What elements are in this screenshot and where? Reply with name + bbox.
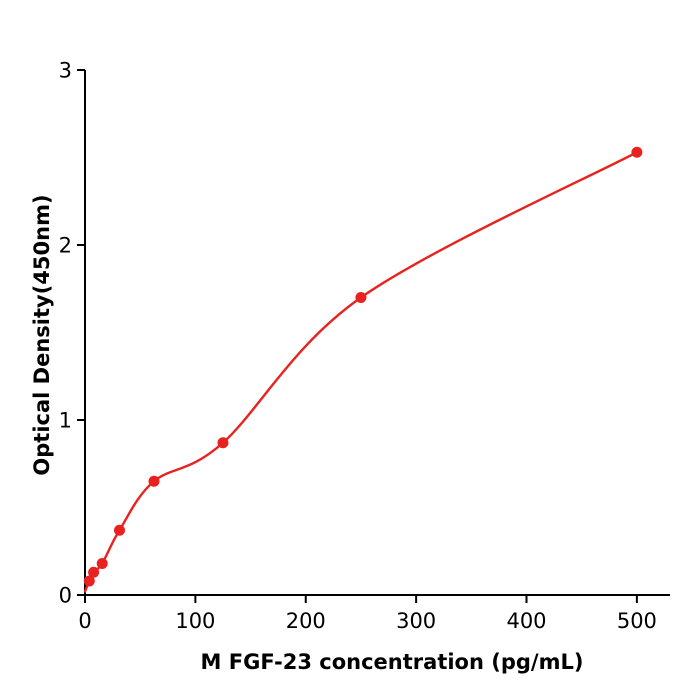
x-tick-label: 0	[78, 609, 91, 633]
y-tick-label: 1	[59, 409, 72, 433]
x-tick-label: 100	[175, 609, 215, 633]
data-point	[96, 558, 108, 569]
y-tick-label: 0	[59, 584, 72, 608]
x-tick-label: 300	[396, 609, 436, 633]
x-tick-label: 200	[286, 609, 326, 633]
y-tick-label: 2	[59, 234, 72, 258]
fitted-curve	[83, 151, 639, 593]
data-point	[113, 524, 125, 536]
x-tick-label: 400	[506, 609, 546, 633]
data-point	[355, 292, 367, 303]
data-point	[217, 437, 229, 449]
data-point	[631, 146, 643, 158]
data-point	[83, 575, 95, 587]
data-point	[88, 566, 100, 578]
y-tick-label: 3	[59, 59, 72, 83]
data-point	[148, 475, 160, 487]
x-tick-label: 500	[617, 609, 657, 633]
